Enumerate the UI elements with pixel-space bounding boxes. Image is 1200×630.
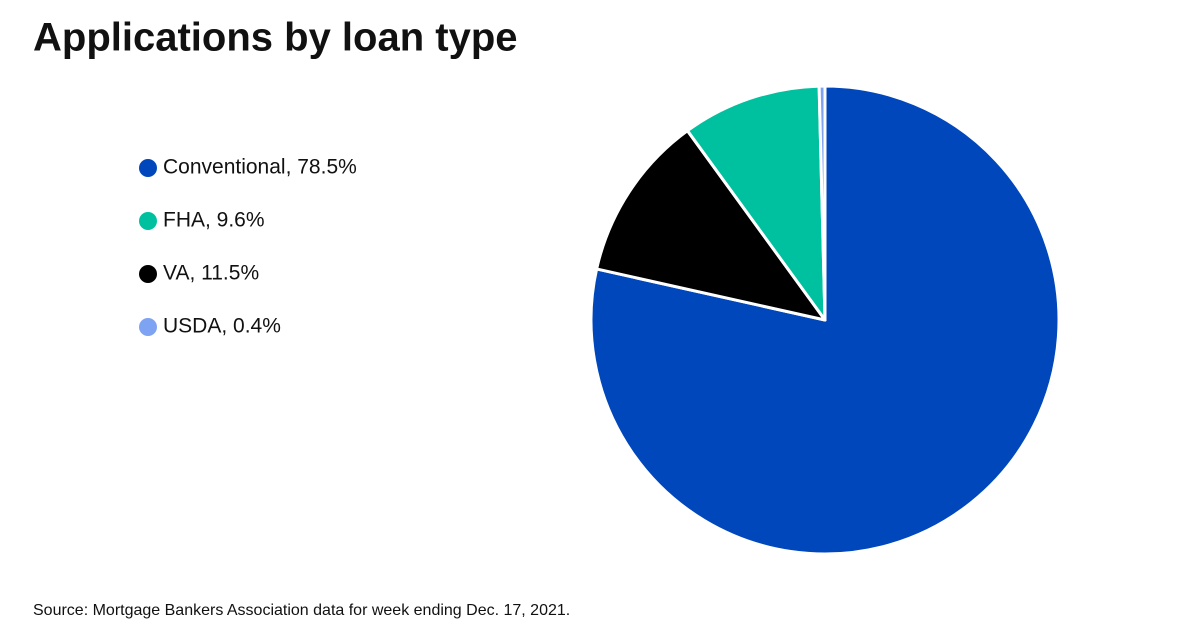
pie-slice xyxy=(817,84,827,322)
chart-title: Applications by loan type xyxy=(33,16,518,60)
legend-swatch xyxy=(139,212,157,230)
legend-label: USDA, 0.4% xyxy=(163,315,281,338)
legend-swatch xyxy=(139,318,157,336)
legend-label: Conventional, 78.5% xyxy=(163,156,357,179)
legend-swatch xyxy=(139,159,157,177)
pie-slice xyxy=(685,84,827,322)
legend-swatch xyxy=(139,265,157,283)
source-note: Source: Mortgage Bankers Association dat… xyxy=(33,602,570,619)
legend-label: FHA, 9.6% xyxy=(163,209,265,232)
pie-slice xyxy=(595,129,827,322)
legend-label: VA, 11.5% xyxy=(163,262,259,285)
pie-slice xyxy=(589,84,1061,556)
